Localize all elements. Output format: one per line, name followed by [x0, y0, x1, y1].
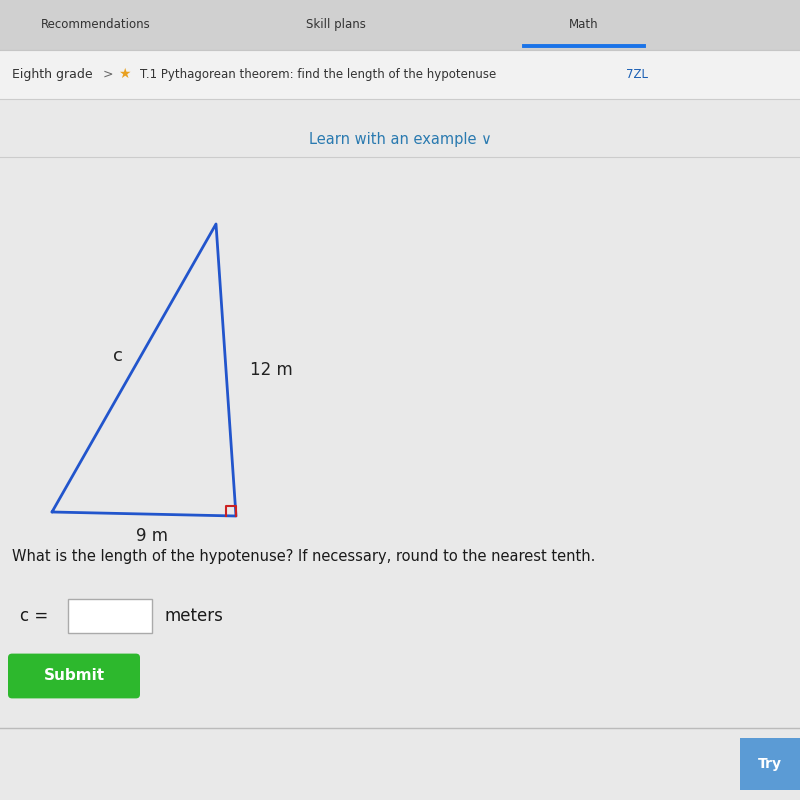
Text: 12 m: 12 m	[250, 361, 293, 379]
Text: Math: Math	[569, 18, 599, 31]
Text: Recommendations: Recommendations	[41, 18, 151, 31]
Text: Skill plans: Skill plans	[306, 18, 366, 31]
FancyBboxPatch shape	[740, 738, 800, 790]
Text: 7ZL: 7ZL	[626, 68, 648, 81]
Text: Submit: Submit	[43, 669, 105, 683]
Text: Eighth grade: Eighth grade	[12, 68, 93, 81]
Text: meters: meters	[164, 607, 223, 625]
Text: 9 m: 9 m	[136, 527, 168, 545]
Text: c: c	[113, 347, 123, 365]
Text: What is the length of the hypotenuse? If necessary, round to the nearest tenth.: What is the length of the hypotenuse? If…	[12, 549, 595, 563]
FancyBboxPatch shape	[0, 0, 800, 50]
FancyBboxPatch shape	[0, 50, 800, 99]
FancyBboxPatch shape	[68, 599, 152, 633]
Text: Try: Try	[758, 757, 782, 771]
Text: Learn with an example ∨: Learn with an example ∨	[309, 132, 491, 146]
Text: c =: c =	[20, 607, 48, 625]
Text: >: >	[102, 68, 114, 81]
FancyBboxPatch shape	[8, 654, 140, 698]
Text: ★: ★	[118, 67, 130, 82]
Text: T.1 Pythagorean theorem: find the length of the hypotenuse: T.1 Pythagorean theorem: find the length…	[140, 68, 496, 81]
